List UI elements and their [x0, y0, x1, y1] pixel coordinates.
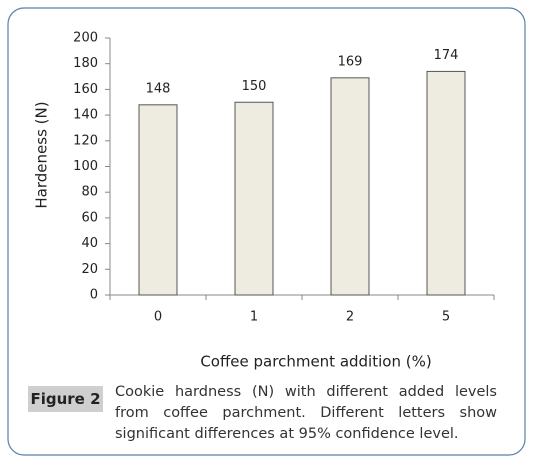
x-tick-label: 1: [250, 310, 258, 325]
value-label: 169: [338, 54, 363, 69]
y-tick-label: 40: [81, 236, 98, 251]
caption-label: Figure 2: [28, 386, 103, 412]
y-tick-label: 100: [73, 159, 98, 174]
caption-text: Cookie hardness (N) with different added…: [115, 384, 497, 442]
x-tick-label: 5: [442, 310, 450, 325]
x-tick-label: 2: [346, 310, 354, 325]
bar: [234, 101, 274, 296]
y-tick-label: 120: [73, 133, 98, 148]
bar: [426, 70, 466, 296]
y-tick-label: 140: [73, 108, 98, 123]
y-tick-label: 160: [73, 82, 98, 97]
y-axis-label: Hardeness (N): [33, 101, 51, 208]
y-tick-label: 200: [73, 31, 98, 46]
bar: [138, 104, 178, 296]
x-axis-label: Coffee parchment addition (%): [200, 353, 431, 371]
value-label: 174: [434, 48, 459, 63]
y-tick-label: 60: [81, 210, 98, 225]
y-tick-label: 0: [90, 288, 98, 303]
bar: [330, 77, 370, 296]
y-tick-label: 180: [73, 56, 98, 71]
y-tick-label: 80: [81, 185, 98, 200]
x-tick-label: 0: [154, 310, 162, 325]
value-label: 148: [146, 81, 171, 96]
frame: [7, 7, 526, 456]
y-tick-label: 20: [81, 262, 98, 277]
value-label: 150: [242, 79, 267, 94]
